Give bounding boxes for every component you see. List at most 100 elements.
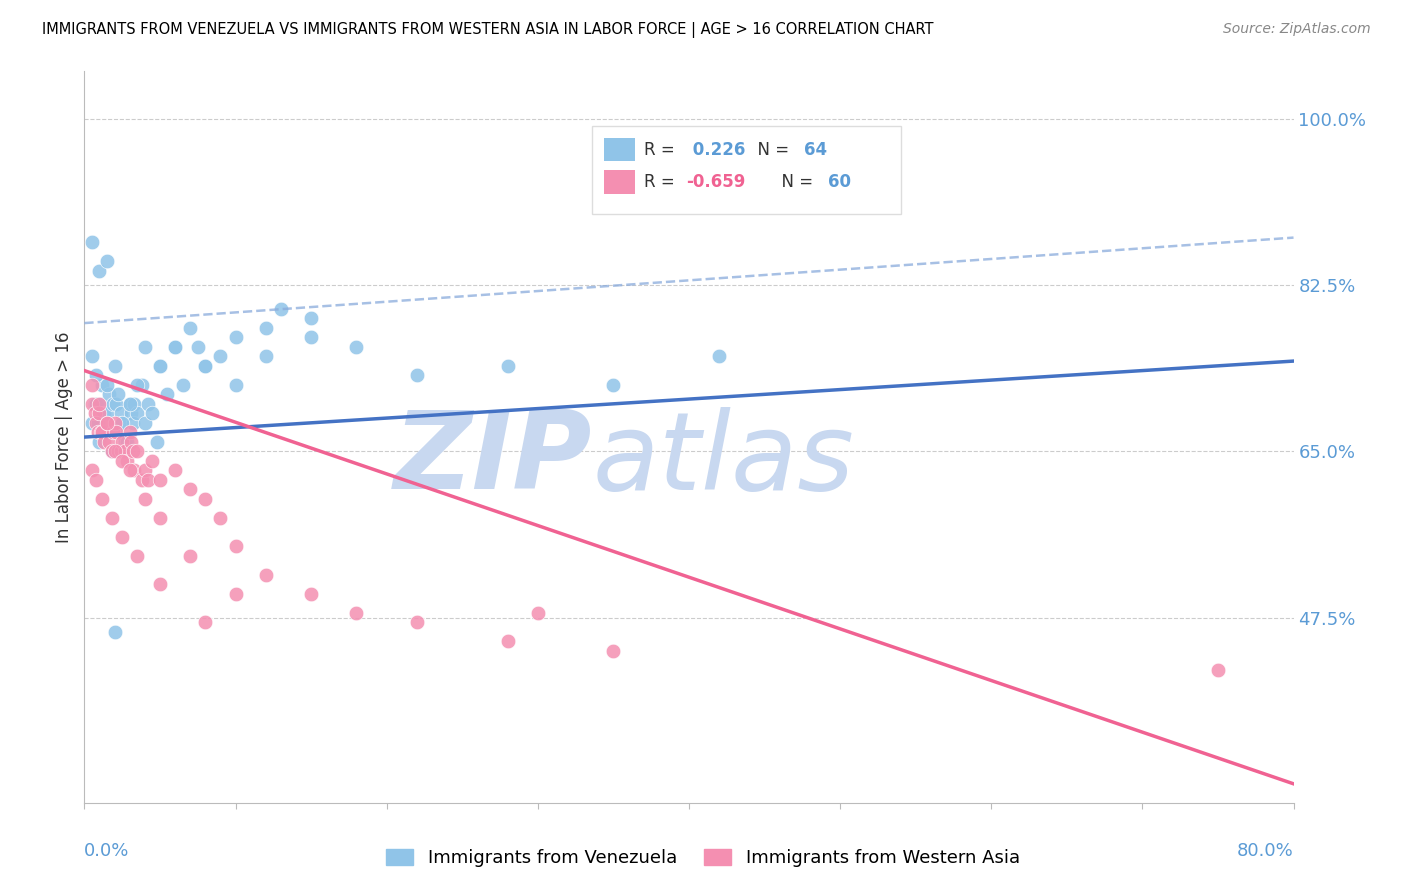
Point: [89, 264, 111, 278]
Point: [93, 434, 115, 449]
Point: [225, 587, 247, 601]
Point: [165, 340, 187, 354]
Point: [89, 397, 111, 411]
Point: [96, 416, 118, 430]
Point: [91, 377, 114, 392]
Point: [89, 434, 111, 449]
Point: [111, 416, 134, 430]
Point: [104, 359, 127, 373]
Text: R =: R =: [644, 173, 681, 191]
Point: [115, 454, 138, 468]
Legend: Immigrants from Venezuela, Immigrants from Western Asia: Immigrants from Venezuela, Immigrants fr…: [380, 841, 1026, 874]
Point: [127, 444, 149, 458]
Point: [209, 511, 232, 525]
Point: [134, 416, 156, 430]
Point: [254, 349, 277, 363]
Point: [84, 406, 107, 420]
Point: [346, 340, 368, 354]
Point: [270, 301, 292, 316]
Text: IMMIGRANTS FROM VENEZUELA VS IMMIGRANTS FROM WESTERN ASIA IN LABOR FORCE | AGE >: IMMIGRANTS FROM VENEZUELA VS IMMIGRANTS …: [42, 22, 934, 38]
FancyBboxPatch shape: [605, 170, 634, 194]
Text: 80.0%: 80.0%: [1237, 842, 1294, 860]
Point: [86, 397, 108, 411]
Point: [80, 463, 103, 477]
Text: N =: N =: [747, 141, 794, 159]
Point: [136, 397, 159, 411]
Point: [1206, 663, 1229, 677]
Text: N =: N =: [770, 173, 818, 191]
Point: [97, 434, 120, 449]
Point: [134, 491, 156, 506]
Point: [346, 606, 368, 620]
Point: [118, 463, 141, 477]
Point: [527, 606, 550, 620]
Point: [179, 321, 201, 335]
Point: [107, 387, 129, 401]
Point: [105, 397, 128, 411]
Point: [84, 397, 107, 411]
Point: [118, 397, 141, 411]
Point: [194, 359, 217, 373]
Point: [121, 416, 143, 430]
Point: [80, 349, 103, 363]
Point: [105, 425, 128, 440]
Point: [96, 254, 118, 268]
Point: [127, 549, 149, 563]
Point: [225, 377, 247, 392]
Point: [104, 425, 127, 440]
Point: [97, 387, 120, 401]
Text: 0.0%: 0.0%: [84, 842, 129, 860]
Point: [602, 644, 624, 658]
Text: 60: 60: [828, 173, 851, 191]
Point: [131, 473, 153, 487]
Point: [80, 235, 103, 250]
Point: [91, 491, 114, 506]
Point: [118, 397, 141, 411]
Point: [149, 473, 172, 487]
Point: [149, 511, 172, 525]
Point: [187, 340, 209, 354]
Point: [136, 473, 159, 487]
Point: [86, 416, 108, 430]
Text: 64: 64: [804, 141, 827, 159]
Point: [104, 444, 127, 458]
Point: [165, 340, 187, 354]
Point: [86, 473, 108, 487]
Point: [134, 463, 156, 477]
Point: [100, 444, 122, 458]
Point: [406, 615, 429, 630]
FancyBboxPatch shape: [592, 126, 901, 214]
Point: [111, 416, 134, 430]
Point: [602, 377, 624, 392]
Point: [127, 377, 149, 392]
Point: [114, 434, 136, 449]
Point: [80, 416, 103, 430]
Point: [709, 349, 731, 363]
Point: [91, 425, 114, 440]
Point: [146, 434, 169, 449]
Point: [120, 434, 142, 449]
Point: [156, 387, 179, 401]
Point: [121, 444, 143, 458]
Point: [96, 416, 118, 430]
Point: [127, 406, 149, 420]
Point: [179, 549, 201, 563]
Point: [107, 444, 129, 458]
Point: [209, 349, 232, 363]
Point: [141, 406, 163, 420]
Point: [104, 416, 127, 430]
Point: [104, 624, 127, 639]
Point: [172, 377, 194, 392]
Text: atlas: atlas: [592, 407, 853, 511]
Point: [496, 359, 519, 373]
Point: [194, 359, 217, 373]
Point: [165, 463, 187, 477]
Y-axis label: In Labor Force | Age > 16: In Labor Force | Age > 16: [55, 331, 73, 543]
Text: Source: ZipAtlas.com: Source: ZipAtlas.com: [1223, 22, 1371, 37]
Point: [87, 416, 110, 430]
Text: 0.226: 0.226: [686, 141, 745, 159]
Point: [149, 577, 172, 591]
Text: R =: R =: [644, 141, 681, 159]
Point: [299, 587, 322, 601]
Point: [101, 425, 124, 440]
